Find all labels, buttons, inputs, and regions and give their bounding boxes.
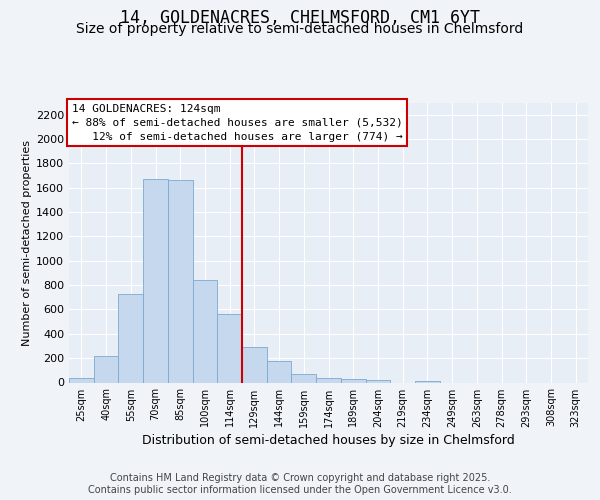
Bar [415, 380, 440, 382]
Bar [242, 347, 267, 382]
Bar [217, 314, 242, 382]
Bar [316, 378, 341, 382]
Bar [69, 378, 94, 382]
Text: 14, GOLDENACRES, CHELMSFORD, CM1 6YT: 14, GOLDENACRES, CHELMSFORD, CM1 6YT [120, 9, 480, 27]
Text: Size of property relative to semi-detached houses in Chelmsford: Size of property relative to semi-detach… [76, 22, 524, 36]
Bar [193, 280, 217, 382]
Bar [341, 380, 365, 382]
Bar [267, 360, 292, 382]
Bar [94, 356, 118, 382]
Y-axis label: Number of semi-detached properties: Number of semi-detached properties [22, 140, 32, 346]
Text: Contains HM Land Registry data © Crown copyright and database right 2025.
Contai: Contains HM Land Registry data © Crown c… [88, 474, 512, 495]
Bar [118, 294, 143, 382]
Text: 14 GOLDENACRES: 124sqm
← 88% of semi-detached houses are smaller (5,532)
   12% : 14 GOLDENACRES: 124sqm ← 88% of semi-det… [71, 104, 403, 142]
Bar [168, 180, 193, 382]
Bar [292, 374, 316, 382]
Bar [365, 380, 390, 382]
Bar [143, 179, 168, 382]
X-axis label: Distribution of semi-detached houses by size in Chelmsford: Distribution of semi-detached houses by … [142, 434, 515, 446]
